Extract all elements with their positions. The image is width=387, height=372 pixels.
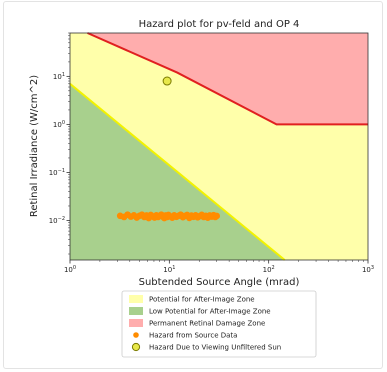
y-tick-label: 10−2 <box>49 216 65 225</box>
legend-swatch <box>129 295 143 303</box>
data-points <box>116 76 221 222</box>
x-tick-label: 102 <box>263 265 275 274</box>
legend: Potential for After-Image Zone Low Potent… <box>121 290 317 358</box>
legend-label: Hazard from Source Data <box>149 332 237 340</box>
legend-box <box>121 290 317 358</box>
legend-label: Hazard Due to Viewing Unfiltered Sun <box>149 344 281 352</box>
x-axis-ticks: 100 101 102 103 <box>64 260 374 274</box>
x-axis-label: Subtended Source Angle (mrad) <box>139 277 300 288</box>
legend-label: Permanent Retinal Damage Zone <box>149 320 265 328</box>
x-tick-label: 101 <box>163 265 175 274</box>
sun-hazard-point <box>162 76 172 86</box>
legend-label: Potential for After-Image Zone <box>149 296 255 304</box>
legend-swatch <box>129 319 143 327</box>
permanent-zone-boundary-line <box>87 32 368 126</box>
legend-label: Low Potential for After-Image Zone <box>149 308 271 316</box>
legend-marker <box>133 332 139 338</box>
y-axis-ticks: 10−2 10−1 100 101 <box>49 32 70 255</box>
legend-swatch <box>129 307 143 315</box>
y-axis-label: Retinal Irradiance (W/cm^2) <box>29 75 40 217</box>
y-tick-label: 100 <box>53 120 65 129</box>
y-tick-label: 10−1 <box>49 168 65 177</box>
source-hazard-point <box>213 212 221 220</box>
x-tick-label: 103 <box>362 265 374 274</box>
plot-area <box>69 32 369 261</box>
legend-marker <box>131 342 141 352</box>
permanent-retinal-damage-zone <box>87 33 368 125</box>
chart-title: Hazard plot for pv-feld and OP 4 <box>139 19 300 30</box>
x-tick-label: 100 <box>64 265 76 274</box>
plot-frame <box>69 32 369 261</box>
low-potential-boundary-line <box>69 83 286 261</box>
y-tick-label: 101 <box>53 72 65 81</box>
